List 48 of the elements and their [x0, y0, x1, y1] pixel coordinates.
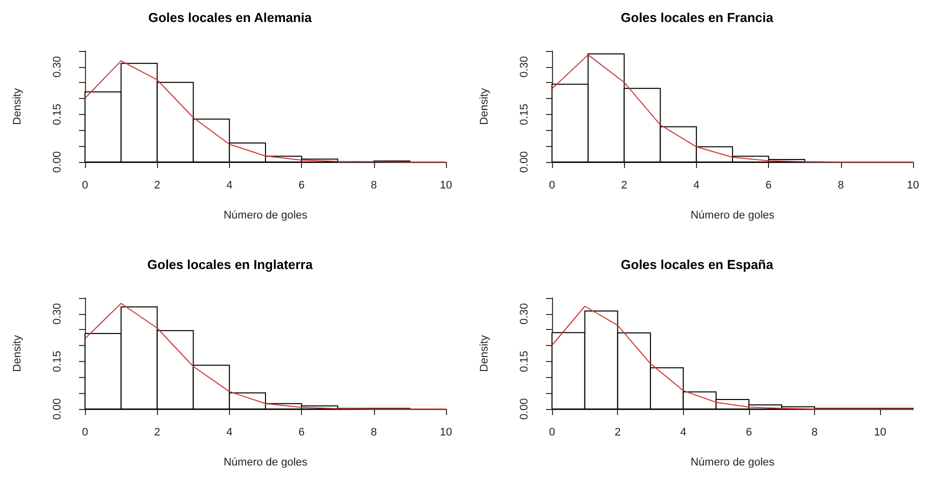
x-tick-label: 4: [226, 180, 232, 192]
x-tick-label: 2: [621, 180, 628, 192]
y-axis-title: Density: [12, 88, 24, 125]
y-tick-label: 0.00: [52, 151, 64, 173]
x-tick-label: 10: [906, 180, 920, 192]
x-tick-label: 6: [766, 180, 772, 192]
chart-title: Goles locales en Alemania: [148, 10, 313, 25]
y-tick-label: 0.00: [518, 398, 530, 420]
x-tick-label: 6: [298, 426, 305, 438]
x-tick-label: 6: [298, 180, 305, 192]
y-tick-label: 0.30: [518, 56, 530, 78]
x-axis-title: Número de goles: [690, 210, 775, 222]
y-tick-label: 0.30: [52, 56, 64, 78]
y-tick-label: 0.15: [518, 104, 530, 126]
y-tick-label: 0.30: [518, 303, 530, 325]
x-tick-label: 0: [548, 426, 556, 438]
x-tick-label: 0: [82, 426, 88, 438]
x-tick-label: 2: [614, 426, 621, 438]
x-tick-label: 4: [693, 180, 700, 192]
x-tick-label: 4: [680, 426, 686, 438]
chart-title: Goles locales en Inglaterra: [147, 257, 314, 272]
y-tick-label: 0.00: [518, 151, 530, 173]
x-tick-label: 10: [440, 426, 452, 438]
x-tick-label: 2: [154, 180, 160, 192]
x-axis-title: Número de goles: [224, 210, 308, 222]
x-tick-label: 0: [548, 180, 556, 192]
y-tick-label: 0.15: [52, 104, 64, 126]
x-tick-label: 4: [226, 426, 232, 438]
x-tick-label: 8: [811, 426, 818, 438]
x-tick-label: 10: [440, 180, 452, 192]
x-tick-label: 8: [370, 180, 377, 192]
y-axis-title: Density: [478, 334, 490, 372]
x-tick-label: 6: [746, 426, 752, 438]
y-axis-title: Density: [478, 88, 490, 125]
x-axis-title: Número de goles: [224, 456, 308, 468]
x-axis-title: Número de goles: [690, 456, 775, 468]
y-tick-label: 0.00: [52, 398, 64, 420]
y-tick-label: 0.30: [52, 303, 64, 325]
x-tick-label: 8: [370, 426, 377, 438]
x-tick-label: 10: [874, 426, 886, 438]
y-tick-label: 0.15: [52, 350, 64, 372]
chart-title: Goles locales en España: [620, 257, 774, 272]
x-tick-label: 8: [838, 180, 844, 192]
y-tick-label: 0.15: [518, 350, 530, 372]
chart-title: Goles locales en Francia: [620, 10, 774, 25]
y-axis-title: Density: [12, 334, 24, 372]
x-tick-label: 0: [82, 180, 88, 192]
x-tick-label: 2: [154, 426, 160, 438]
